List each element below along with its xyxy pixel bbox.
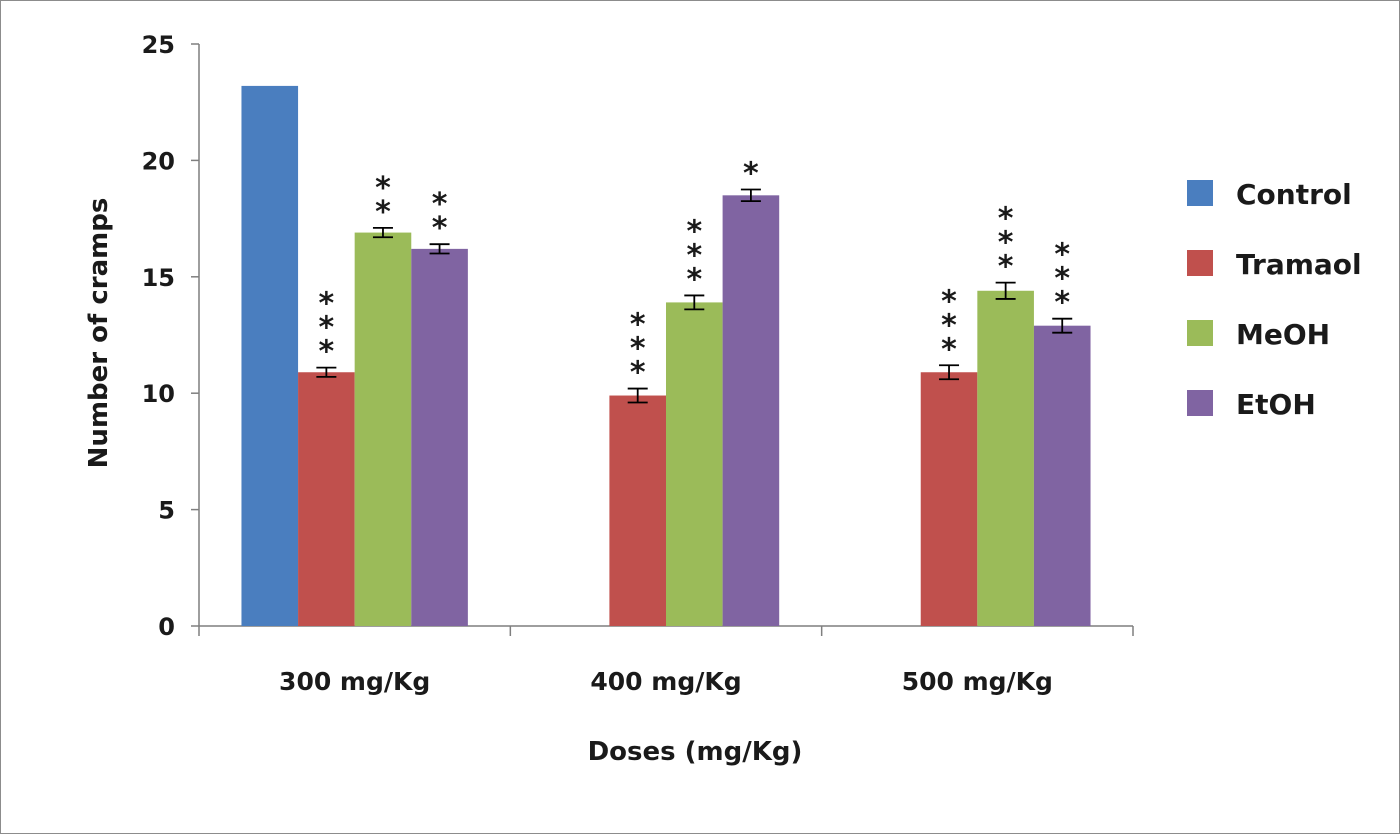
significance-star: * — [743, 157, 759, 192]
y-tick-label: 25 — [142, 31, 175, 59]
legend-label: MeOH — [1236, 318, 1330, 351]
x-tick-label: 500 mg/Kg — [902, 667, 1053, 696]
bar-etoh — [411, 248, 468, 626]
y-tick-label: 15 — [142, 264, 175, 292]
legend-swatch-meoh — [1187, 320, 1213, 346]
significance-star: * — [1054, 238, 1070, 273]
significance-star: * — [1054, 286, 1070, 321]
bar-tramaol — [298, 372, 355, 626]
bars: *********************** — [241, 85, 1091, 627]
significance-star: * — [432, 211, 448, 246]
bar-meoh — [354, 232, 412, 626]
bar-tramaol — [609, 395, 666, 626]
significance-star: * — [630, 356, 646, 391]
x-tick-label: 300 mg/Kg — [279, 667, 430, 696]
y-tick-label: 0 — [158, 613, 175, 641]
significance-star: * — [319, 335, 335, 370]
legend-swatch-control — [1187, 180, 1213, 206]
significance-star: * — [375, 171, 391, 206]
bar-etoh — [1033, 325, 1091, 626]
significance-star: * — [319, 287, 335, 322]
bar-meoh — [977, 290, 1034, 626]
significance-star: * — [319, 311, 335, 346]
legend-label: Tramaol — [1236, 248, 1362, 281]
significance-star: * — [686, 214, 702, 249]
y-tick-label: 5 — [158, 497, 175, 525]
legend-label: EtOH — [1236, 388, 1316, 421]
significance-star: * — [941, 308, 957, 343]
bar-tramaol — [920, 372, 978, 626]
legend-swatch-etoh — [1187, 390, 1213, 416]
y-tick-label: 10 — [142, 380, 175, 408]
bar-meoh — [666, 302, 723, 626]
significance-star: * — [686, 262, 702, 297]
y-tick-label: 20 — [142, 147, 175, 175]
significance-star: * — [432, 187, 448, 222]
significance-star: * — [941, 284, 957, 319]
legend-swatch-tramaol — [1187, 250, 1213, 276]
significance-star: * — [1054, 262, 1070, 297]
significance-star: * — [686, 238, 702, 273]
legend-label: Control — [1236, 178, 1352, 211]
significance-star: * — [375, 195, 391, 230]
legend: Control Tramaol MeOH EtOH — [1187, 178, 1362, 421]
y-axis-title: Number of cramps — [84, 198, 114, 469]
x-tick-label: 400 mg/Kg — [590, 667, 741, 696]
significance-star: * — [630, 308, 646, 343]
bar-etoh — [722, 195, 780, 626]
significance-star: * — [998, 202, 1014, 237]
significance-star: * — [941, 332, 957, 367]
significance-star: * — [630, 332, 646, 367]
x-axis-title: Doses (mg/Kg) — [588, 737, 803, 767]
significance-star: * — [998, 250, 1014, 285]
bar-control — [241, 85, 299, 627]
significance-star: * — [998, 226, 1014, 261]
